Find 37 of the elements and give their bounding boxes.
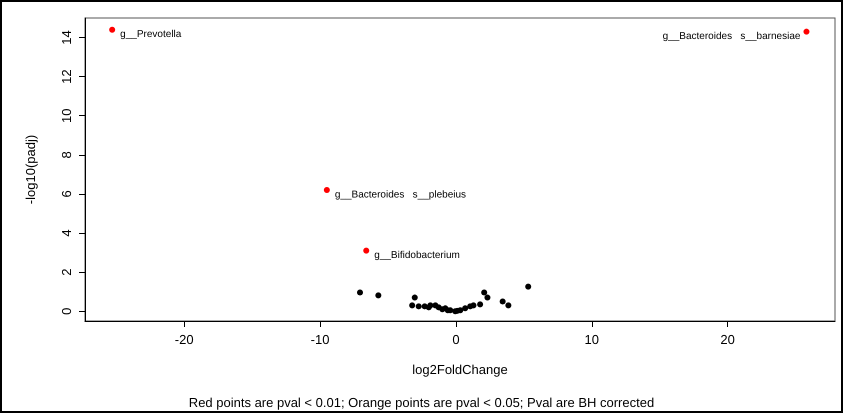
point xyxy=(409,302,416,308)
point xyxy=(324,187,330,194)
point xyxy=(525,284,532,290)
point xyxy=(416,303,422,310)
annotation: g__Bacteroides s__barnesiae xyxy=(662,31,801,42)
point xyxy=(357,289,363,296)
x-tick-label: 20 xyxy=(720,332,735,347)
y-tick-label: 12 xyxy=(59,69,74,84)
y-tick-label: 2 xyxy=(59,268,74,276)
y-tick-label: 8 xyxy=(59,151,74,158)
x-axis-title: log2FoldChange xyxy=(412,362,508,377)
point xyxy=(462,305,468,312)
y-tick-label: 0 xyxy=(59,308,74,315)
point xyxy=(484,294,490,301)
point xyxy=(363,248,370,254)
y-tick-label: 4 xyxy=(59,229,74,237)
point xyxy=(500,298,506,304)
y-tick-label: 6 xyxy=(59,190,74,198)
y-tick-label: 10 xyxy=(59,108,74,123)
x-tick-label: 10 xyxy=(584,332,600,347)
annotation: g__Prevotella xyxy=(120,29,182,40)
point xyxy=(439,306,446,312)
point xyxy=(412,294,418,301)
y-axis-title: -log10(padj) xyxy=(23,134,38,204)
point xyxy=(481,289,488,296)
x-tick-label: -10 xyxy=(310,332,330,347)
x-tick-label: 0 xyxy=(452,332,460,347)
point xyxy=(375,292,382,298)
point xyxy=(505,302,512,308)
point xyxy=(477,301,484,308)
point xyxy=(803,28,810,35)
x-tick-label: -20 xyxy=(174,332,194,347)
annotation: g__Bifidobacterium xyxy=(374,250,460,262)
annotation: g__Bacteroides s__plebeius xyxy=(334,190,466,201)
text: Red points are pval < 0.01; Orange points are pval < 0.05; Pval are BH corrected xyxy=(188,395,654,410)
y-tick-label: 14 xyxy=(59,30,74,45)
point xyxy=(109,26,116,33)
